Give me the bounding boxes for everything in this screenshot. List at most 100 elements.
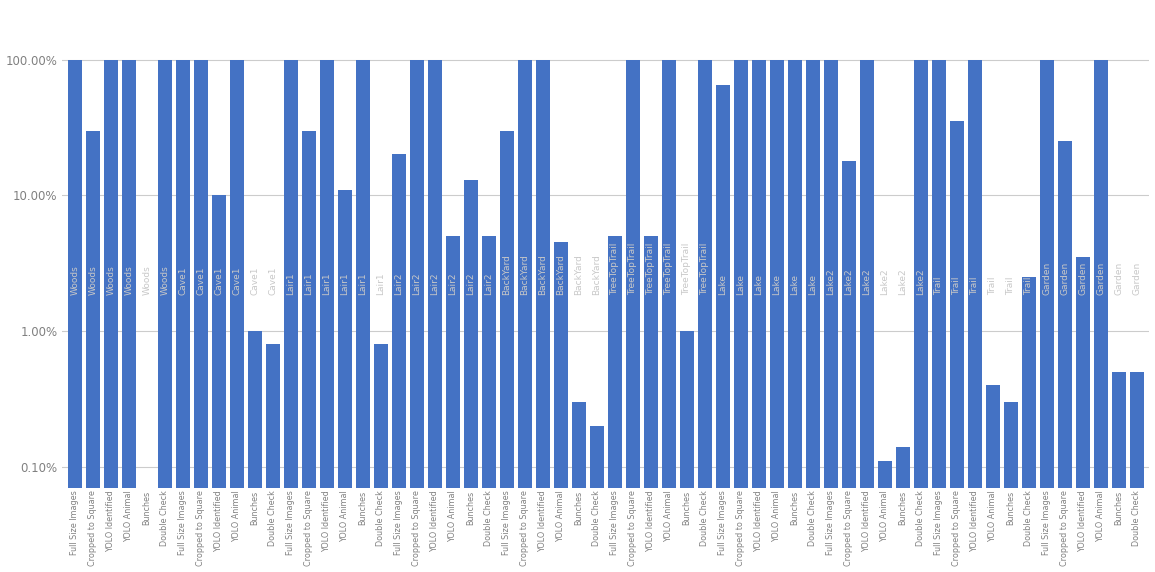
Bar (626, 59, 640, 572)
Bar (500, 130, 514, 572)
Text: TreeTopTrail: TreeTopTrail (664, 243, 673, 295)
Text: BackYard: BackYard (502, 254, 512, 295)
Bar (860, 59, 873, 572)
Text: Trail: Trail (970, 276, 979, 295)
Text: Woods: Woods (125, 265, 133, 295)
Bar (806, 59, 820, 572)
Text: Lake: Lake (790, 274, 799, 295)
Text: TreeTopTrail: TreeTopTrail (647, 243, 655, 295)
Bar (572, 402, 586, 572)
Text: Trail: Trail (1024, 276, 1034, 295)
Bar (374, 344, 388, 572)
Bar (1076, 257, 1089, 572)
Bar (986, 385, 999, 572)
Text: BackYard: BackYard (521, 254, 529, 295)
Text: Cave1: Cave1 (196, 267, 206, 295)
Bar (662, 59, 676, 572)
Text: Lair1: Lair1 (377, 272, 386, 295)
Text: Lake2: Lake2 (863, 268, 871, 295)
Text: Cave1: Cave1 (268, 267, 277, 295)
Bar (1094, 59, 1108, 572)
Bar (230, 59, 244, 572)
Bar (770, 59, 783, 572)
Bar (87, 130, 99, 572)
Bar (122, 59, 135, 572)
Bar (698, 59, 711, 572)
Bar (303, 130, 315, 572)
Text: Lair2: Lair2 (484, 272, 493, 295)
Text: Cave1: Cave1 (178, 267, 187, 295)
Text: BackYard: BackYard (593, 254, 602, 295)
Bar (554, 243, 567, 572)
Bar (320, 59, 334, 572)
Text: Lair1: Lair1 (341, 272, 349, 295)
Text: Lake: Lake (754, 274, 763, 295)
Text: Lake: Lake (718, 274, 728, 295)
Text: Garden: Garden (1079, 261, 1087, 295)
Bar (1004, 402, 1018, 572)
Text: TreeTopTrail: TreeTopTrail (628, 243, 638, 295)
Text: Woods: Woods (70, 265, 80, 295)
Text: Lake2: Lake2 (880, 268, 889, 295)
Text: Lair2: Lair2 (467, 272, 476, 295)
Bar (248, 331, 262, 572)
Text: TreeTopTrail: TreeTopTrail (700, 243, 709, 295)
Bar (464, 180, 478, 572)
Text: Lake2: Lake2 (844, 268, 854, 295)
Text: Lair1: Lair1 (322, 272, 331, 295)
Text: Lair2: Lair2 (412, 272, 422, 295)
Bar (338, 190, 351, 572)
Bar (393, 154, 405, 572)
Bar (68, 60, 82, 572)
Bar (194, 59, 208, 572)
Bar (213, 195, 225, 572)
Bar (519, 59, 531, 572)
Text: Lake: Lake (773, 274, 782, 295)
Bar (788, 59, 802, 572)
Text: Garden: Garden (1060, 261, 1070, 295)
Bar (878, 461, 892, 572)
Bar (716, 85, 730, 572)
Bar (680, 331, 694, 572)
Text: Woods: Woods (161, 265, 170, 295)
Text: Lair2: Lair2 (448, 272, 457, 295)
Bar (735, 59, 747, 572)
Text: Lake: Lake (808, 274, 818, 295)
Text: Garden: Garden (1132, 261, 1141, 295)
Bar (590, 426, 604, 572)
Bar (1041, 59, 1053, 572)
Text: Lake2: Lake2 (916, 268, 925, 295)
Text: TreeTopTrail: TreeTopTrail (610, 243, 619, 295)
Bar (356, 59, 370, 572)
Bar (266, 344, 280, 572)
Bar (429, 59, 441, 572)
Bar (1058, 141, 1072, 572)
Text: Lair1: Lair1 (358, 272, 367, 295)
Bar (446, 236, 460, 572)
Bar (951, 121, 963, 572)
Text: BackYard: BackYard (538, 254, 547, 295)
Bar (914, 59, 927, 572)
Bar (842, 161, 856, 572)
Bar (932, 59, 946, 572)
Text: Lair2: Lair2 (394, 272, 403, 295)
Text: Lair1: Lair1 (305, 272, 313, 295)
Bar (825, 59, 837, 572)
Bar (1022, 277, 1036, 572)
Bar (104, 59, 118, 572)
Text: Lair2: Lair2 (431, 272, 439, 295)
Bar (752, 59, 766, 572)
Bar (140, 502, 154, 572)
Text: Garden: Garden (1096, 261, 1105, 295)
Bar (176, 59, 189, 572)
Text: Cave1: Cave1 (251, 267, 260, 295)
Bar (968, 59, 982, 572)
Text: Lair1: Lair1 (286, 272, 296, 295)
Text: BackYard: BackYard (574, 254, 583, 295)
Text: Garden: Garden (1042, 261, 1051, 295)
Bar (482, 236, 495, 572)
Text: Trail: Trail (989, 276, 998, 295)
Text: Garden: Garden (1115, 261, 1124, 295)
Text: Trail: Trail (934, 276, 944, 295)
Text: Lake2: Lake2 (899, 268, 908, 295)
